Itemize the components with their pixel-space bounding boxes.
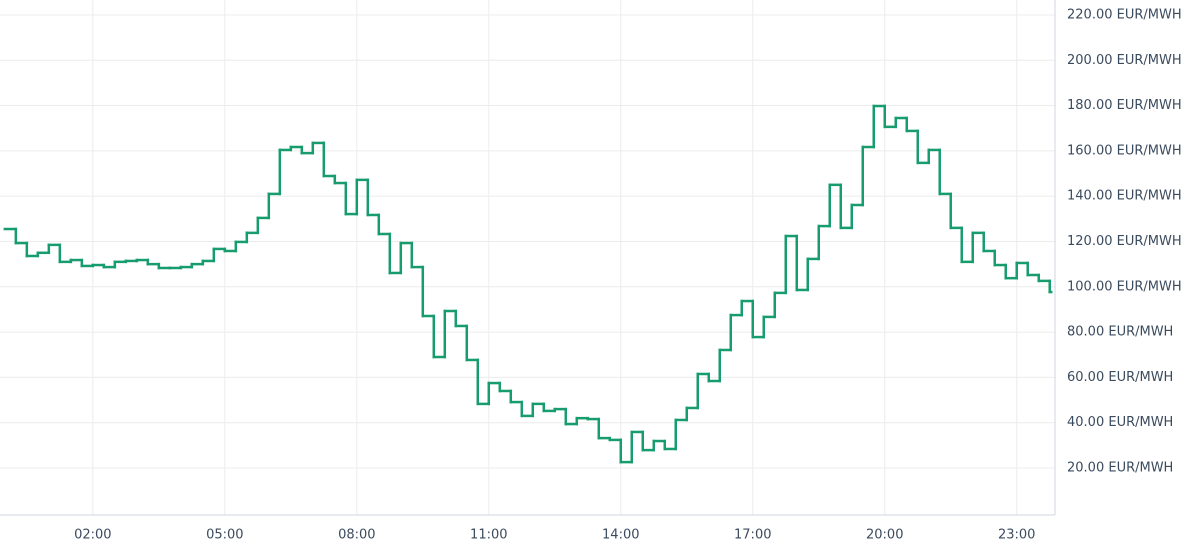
y-tick-label: 220.00 EUR/MWH <box>1067 7 1182 22</box>
y-tick-label: 120.00 EUR/MWH <box>1067 234 1182 249</box>
x-tick-label: 05:00 <box>206 528 243 543</box>
y-tick-label: 140.00 EUR/MWH <box>1067 189 1182 204</box>
x-tick-label: 02:00 <box>74 528 111 543</box>
y-tick-label: 20.00 EUR/MWH <box>1067 460 1173 475</box>
x-tick-label: 11:00 <box>470 528 507 543</box>
x-tick-label: 20:00 <box>866 528 903 543</box>
y-tick-label: 60.00 EUR/MWH <box>1067 370 1173 385</box>
x-tick-label: 23:00 <box>998 528 1035 543</box>
x-tick-label: 14:00 <box>602 528 639 543</box>
y-tick-label: 200.00 EUR/MWH <box>1067 53 1182 68</box>
y-tick-label: 100.00 EUR/MWH <box>1067 279 1182 294</box>
y-tick-label: 160.00 EUR/MWH <box>1067 143 1182 158</box>
y-tick-label: 80.00 EUR/MWH <box>1067 325 1173 340</box>
x-tick-label: 08:00 <box>338 528 375 543</box>
y-tick-label: 40.00 EUR/MWH <box>1067 415 1173 430</box>
y-tick-label: 180.00 EUR/MWH <box>1067 98 1182 113</box>
x-tick-label: 17:00 <box>734 528 771 543</box>
